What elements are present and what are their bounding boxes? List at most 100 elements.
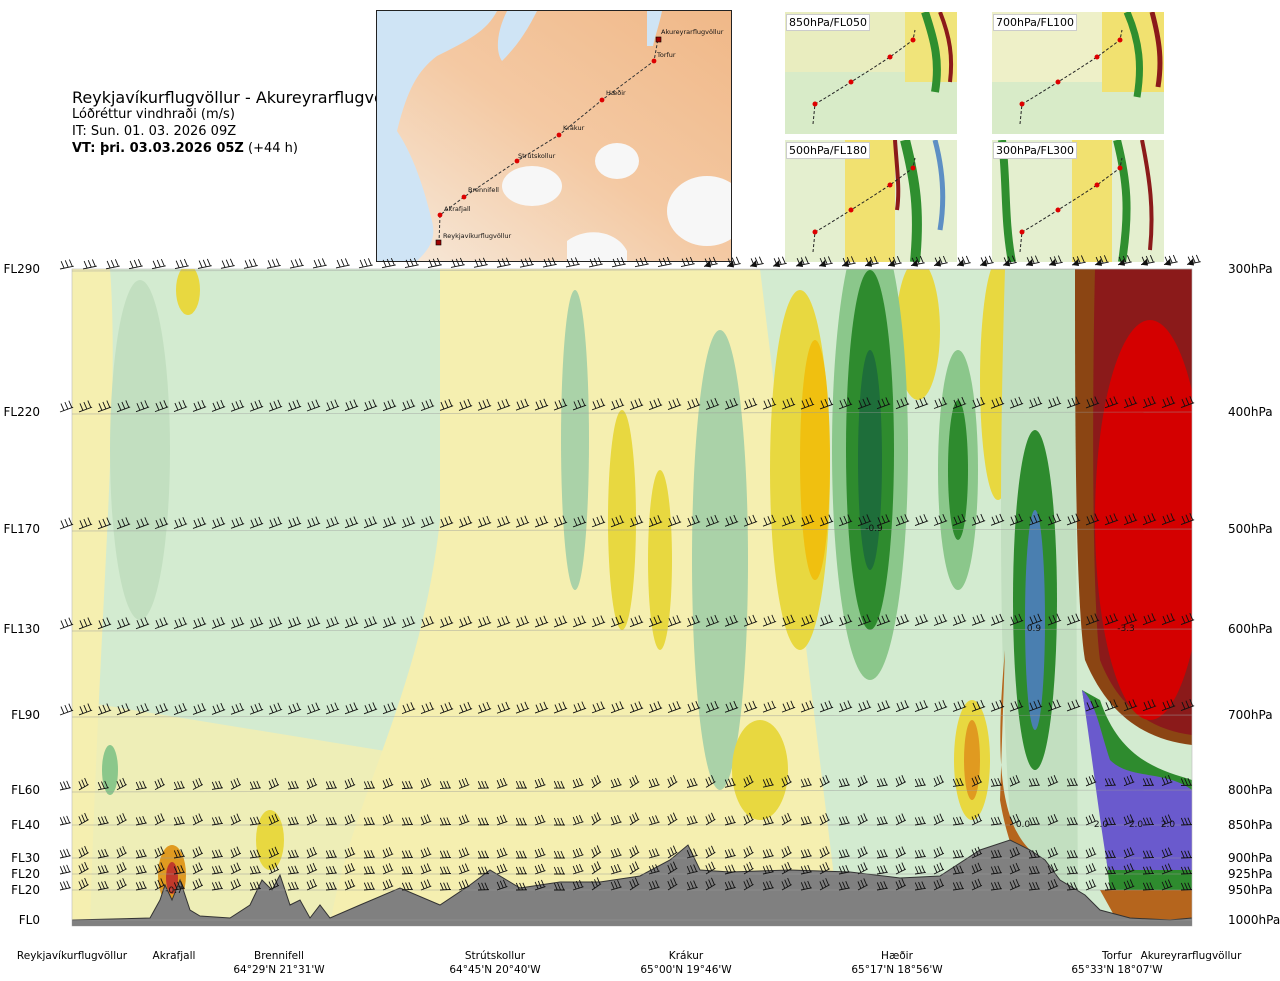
wind-barb-stroke: [971, 775, 983, 787]
wind-barb-stroke: [1009, 396, 1024, 409]
wind-barb-stroke: [515, 780, 528, 789]
station-label: Hæðir 65°17'N 18°56'W: [851, 950, 942, 976]
wind-barb: [458, 777, 470, 789]
wind-barb: [838, 700, 853, 713]
wind-barb-stroke: [458, 814, 470, 826]
wind-barb-stroke: [344, 516, 359, 529]
wind-barb: [344, 878, 356, 891]
wind-barb: [335, 258, 350, 269]
wind-barb: [154, 703, 169, 716]
wind-barb: [382, 777, 394, 790]
wind-barb: [648, 815, 660, 826]
cell-brennifell: [256, 810, 284, 870]
wind-barb-stroke: [1066, 699, 1081, 712]
wind-barb: [895, 514, 910, 527]
hpa-tick-label: 600hPa: [1228, 622, 1273, 636]
wind-barb: [990, 865, 1002, 875]
wind-barb-stroke: [1163, 254, 1178, 266]
wind-barb-pennant: [1187, 258, 1194, 266]
wind-barb-stroke: [667, 701, 682, 713]
wind-barb-stroke: [306, 616, 321, 629]
wind-barb: [1009, 846, 1021, 859]
wind-barb: [1123, 814, 1135, 826]
wind-barb-stroke: [838, 614, 853, 627]
wind-barb: [933, 514, 948, 526]
wind-barb-stroke: [1180, 817, 1193, 826]
wind-barb-stroke: [211, 780, 223, 790]
wind-barb-stroke: [800, 864, 812, 875]
wind-barb-pennant: [980, 259, 987, 267]
wind-barb: [1085, 775, 1097, 787]
wind-barb-stroke: [591, 615, 606, 628]
wind-barb: [762, 514, 777, 527]
wind-barb: [1142, 850, 1155, 859]
wind-barb: [59, 703, 74, 716]
wind-barb: [325, 849, 337, 859]
wind-barb: [990, 513, 1005, 526]
wind-barb: [363, 702, 378, 715]
wp-label-akrafjall: Akrafjall: [444, 205, 471, 213]
wind-barb: [534, 863, 546, 875]
wind-barb: [838, 397, 853, 410]
wind-barb: [287, 516, 302, 529]
wind-barb: [382, 863, 394, 875]
wind-barb-stroke: [534, 814, 546, 826]
wind-barb: [667, 515, 682, 527]
wind-barb: [724, 514, 739, 527]
wind-barb: [762, 614, 777, 627]
wind-barb-stroke: [230, 516, 245, 529]
wind-barb-stroke: [686, 864, 698, 875]
wind-barb: [1028, 513, 1043, 526]
wind-barb: [325, 516, 340, 529]
thumb-500[interactable]: 500hPa/FL180: [785, 140, 957, 262]
wind-barb-stroke: [781, 775, 792, 788]
wind-barb-stroke: [667, 515, 682, 527]
wind-barb: [857, 397, 872, 410]
wind-barb-stroke: [268, 862, 280, 875]
wp-label-brennifell: Brennifell: [468, 186, 499, 194]
wind-barb: [192, 878, 204, 891]
wind-barb: [363, 849, 375, 859]
wind-barb-pennant: [1164, 258, 1171, 266]
wind-barb: [1047, 846, 1059, 859]
wind-barb: [686, 397, 701, 410]
wind-barb-stroke: [534, 863, 546, 875]
wind-barb-stroke: [1009, 846, 1021, 859]
wind-barb-stroke: [382, 702, 397, 715]
wind-barb-stroke: [686, 514, 701, 527]
level-line-300: [71, 268, 1193, 272]
wind-barb-stroke: [895, 514, 910, 527]
wind-barb-stroke: [1123, 863, 1135, 875]
wind-barb-stroke: [990, 881, 1002, 891]
wind-barb-stroke: [876, 881, 888, 891]
wind-barb: [344, 862, 356, 875]
cell-sink-3-core: [800, 340, 830, 580]
wind-barb: [249, 849, 261, 859]
wind-barb: [762, 777, 774, 788]
wind-barb: [363, 816, 375, 826]
wind-barb: [135, 816, 147, 826]
wind-barb-stroke: [629, 861, 640, 875]
wind-barb: [781, 861, 792, 875]
wind-barb: [173, 849, 185, 859]
wind-barb-stroke: [116, 878, 127, 891]
wind-barb-stroke: [116, 517, 131, 530]
thumb-700[interactable]: 700hPa/FL100: [992, 12, 1164, 134]
wind-barb-stroke: [382, 516, 397, 529]
station-label: Reykjavíkurflugvöllur: [17, 950, 127, 962]
wind-barb: [97, 617, 112, 630]
wind-barb: [1047, 613, 1062, 626]
wind-barb-stroke: [439, 850, 452, 859]
wind-barb-stroke: [895, 397, 910, 410]
thumb-300[interactable]: 300hPa/FL300: [992, 140, 1164, 262]
wind-barb: [876, 397, 891, 410]
thumb-850[interactable]: 850hPa/FL050: [785, 12, 957, 134]
wind-barb: [857, 846, 868, 859]
wind-barb: [648, 701, 663, 714]
wind-barb-stroke: [1047, 396, 1062, 409]
wind-barb: [420, 863, 432, 875]
wind-barb-stroke: [591, 877, 602, 891]
wind-barb-stroke: [971, 513, 986, 526]
wind-barb-stroke: [857, 813, 868, 826]
wind-barb-stroke: [1047, 813, 1059, 826]
